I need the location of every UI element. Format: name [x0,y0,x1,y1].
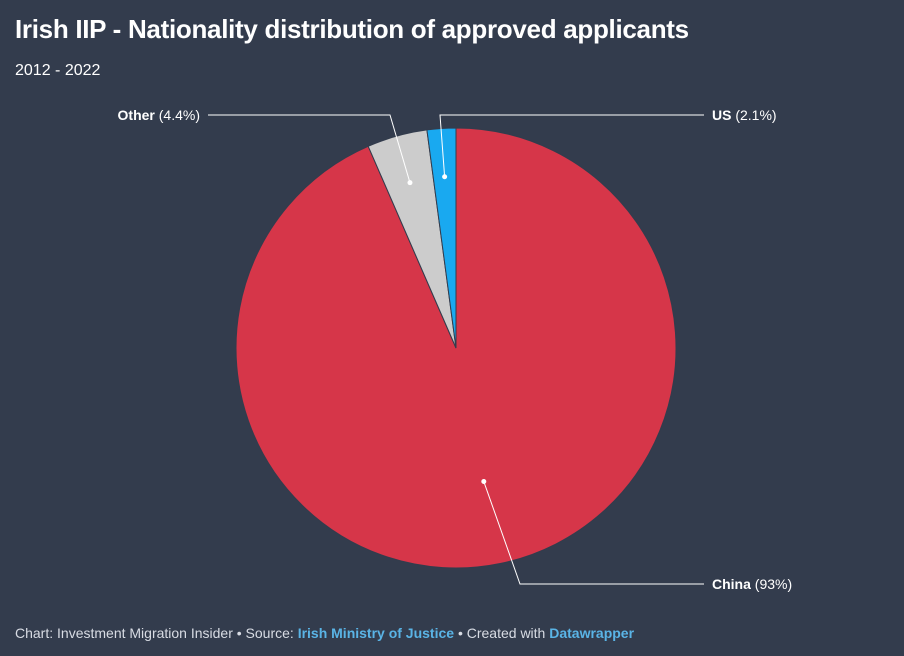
chart-footer: Chart: Investment Migration Insider • So… [15,625,634,641]
datawrapper-link[interactable]: Datawrapper [549,625,635,641]
footer-credit: Chart: Investment Migration Insider • So… [15,625,298,641]
leader-line-china [483,481,704,585]
chart-title: Irish IIP - Nationality distribution of … [15,14,689,44]
footer-created-text: • Created with [454,625,550,641]
slice-label-other: Other (4.4%) [118,107,200,123]
label-leader-lines [208,114,704,585]
leader-line-other [208,114,411,183]
pie-slices [235,127,677,569]
leader-dot-other [407,180,413,186]
leader-dot-us [442,174,448,180]
slice-label-us: US (2.1%) [712,107,777,123]
slice-label-china: China (93%) [712,576,792,592]
chart-subtitle: 2012 - 2022 [15,62,101,79]
source-link[interactable]: Irish Ministry of Justice [297,625,455,641]
leader-dot-china [481,479,487,485]
leader-line-us [439,114,704,177]
slice-labels: China (93%) Other (4.4%) US (2.1%) [118,107,793,592]
